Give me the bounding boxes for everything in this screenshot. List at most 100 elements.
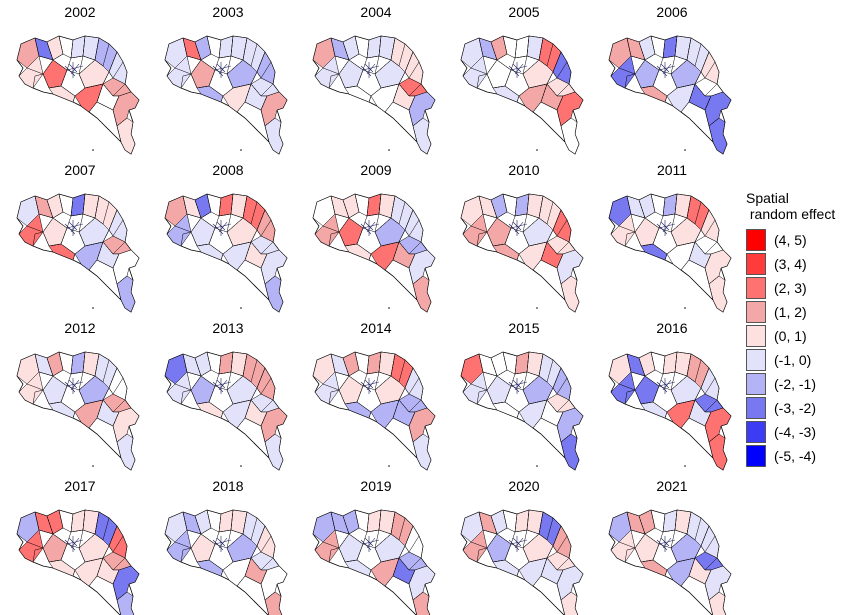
district-border bbox=[272, 83, 280, 93]
district-border bbox=[634, 547, 642, 563]
district-border bbox=[412, 117, 424, 127]
island-marker bbox=[240, 149, 242, 151]
district-border bbox=[504, 385, 512, 403]
district-border bbox=[108, 377, 124, 395]
district-border bbox=[486, 389, 494, 405]
district-border bbox=[264, 117, 276, 127]
district-border bbox=[404, 377, 420, 395]
map-panel: 2018 bbox=[164, 478, 288, 615]
central-valley-borders bbox=[212, 62, 232, 78]
district-border bbox=[412, 591, 424, 601]
district-border bbox=[42, 547, 50, 563]
district-border bbox=[670, 533, 688, 549]
district-border bbox=[624, 231, 636, 247]
legend-item: (3, 4) bbox=[746, 252, 846, 276]
district-border bbox=[640, 85, 654, 89]
district-border bbox=[60, 385, 68, 403]
central-valley-borders bbox=[212, 378, 232, 394]
district-border bbox=[344, 401, 358, 405]
district-border bbox=[356, 243, 372, 261]
central-valley-borders bbox=[656, 62, 676, 78]
district-border bbox=[256, 219, 272, 237]
district-border bbox=[716, 399, 724, 409]
legend-swatch bbox=[746, 301, 766, 323]
district-border bbox=[560, 433, 572, 443]
district-border bbox=[652, 69, 660, 87]
district-region bbox=[116, 591, 135, 615]
district-border bbox=[226, 375, 244, 391]
map-panel: 2021 bbox=[608, 478, 732, 615]
map-panel: 2008 bbox=[164, 162, 288, 313]
district-border bbox=[338, 547, 346, 563]
district-border bbox=[640, 559, 654, 563]
district-region bbox=[560, 117, 580, 155]
district-border bbox=[208, 243, 224, 261]
legend-label: (0, 1) bbox=[774, 328, 807, 344]
central-valley-borders bbox=[212, 536, 232, 552]
island-marker bbox=[536, 149, 538, 151]
district-border bbox=[504, 243, 520, 261]
panel-year-title: 2010 bbox=[508, 162, 539, 178]
district-border bbox=[624, 389, 636, 405]
district-border bbox=[476, 547, 488, 563]
district-border bbox=[652, 243, 668, 261]
district-border bbox=[78, 533, 96, 549]
district-border bbox=[552, 535, 568, 553]
district-border bbox=[196, 243, 210, 247]
district-border bbox=[694, 557, 718, 571]
legend-swatch bbox=[746, 373, 766, 395]
legend-swatch bbox=[746, 445, 766, 467]
legend-item: (-3, -2) bbox=[746, 396, 846, 420]
district-border bbox=[264, 275, 276, 285]
district-region bbox=[708, 591, 727, 615]
panel-year-title: 2003 bbox=[212, 4, 243, 20]
district-border bbox=[374, 375, 392, 391]
map-panel: 2012 bbox=[16, 320, 140, 471]
district-border bbox=[652, 85, 668, 103]
district-border bbox=[42, 389, 50, 405]
district-border bbox=[264, 591, 276, 601]
island-marker bbox=[92, 307, 94, 309]
central-valley-borders bbox=[212, 220, 232, 236]
panel-year-title: 2012 bbox=[64, 320, 95, 336]
district-border bbox=[356, 85, 372, 103]
district-border bbox=[398, 399, 422, 413]
island-marker bbox=[536, 465, 538, 467]
central-valley-borders bbox=[360, 220, 380, 236]
district-border bbox=[190, 73, 198, 89]
island-marker bbox=[684, 307, 686, 309]
district-border bbox=[492, 85, 506, 89]
district-border bbox=[486, 73, 494, 89]
district-border bbox=[522, 533, 540, 549]
district-border bbox=[338, 73, 346, 89]
legend-label: (1, 2) bbox=[774, 304, 807, 320]
district-border bbox=[250, 241, 274, 255]
district-border bbox=[634, 73, 642, 89]
district-border bbox=[32, 73, 44, 89]
district-region bbox=[116, 117, 136, 155]
district-region bbox=[264, 591, 283, 615]
district-border bbox=[60, 401, 76, 419]
legend-item: (2, 3) bbox=[746, 276, 846, 300]
legend-item: (1, 2) bbox=[746, 300, 846, 324]
district-border bbox=[196, 401, 210, 405]
district-border bbox=[226, 59, 244, 75]
district-border bbox=[338, 389, 346, 405]
district-border bbox=[700, 377, 716, 395]
district-border bbox=[568, 399, 576, 409]
legend-swatch bbox=[746, 349, 766, 371]
district-border bbox=[250, 557, 274, 571]
map-panel: 2007 bbox=[16, 162, 140, 313]
map-panel: 2020 bbox=[460, 478, 584, 615]
district-border bbox=[102, 241, 126, 255]
legend-item: (-4, -3) bbox=[746, 420, 846, 444]
district-border bbox=[492, 559, 506, 563]
map-panel: 2002 bbox=[16, 4, 140, 155]
district-border bbox=[60, 559, 76, 577]
legend-label: (3, 4) bbox=[774, 256, 807, 272]
district-border bbox=[180, 389, 192, 405]
district-border bbox=[328, 389, 340, 405]
panel-year-title: 2015 bbox=[508, 320, 539, 336]
island-marker bbox=[388, 307, 390, 309]
